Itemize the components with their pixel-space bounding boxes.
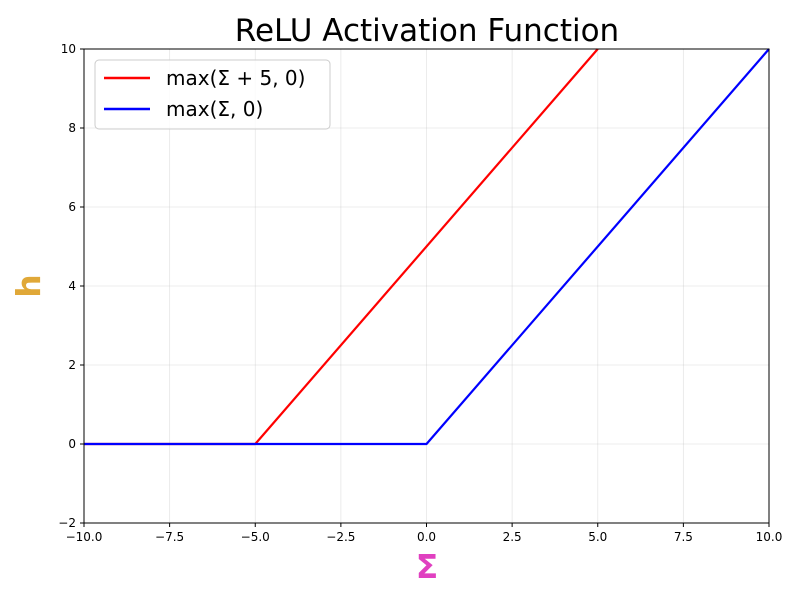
x-tick-label: 7.5 — [674, 530, 693, 544]
legend-box — [94, 59, 331, 130]
x-tick-label: 2.5 — [503, 530, 522, 544]
legend-label-relu: max(Σ, 0) — [166, 97, 263, 121]
x-tick-label: −5.0 — [241, 530, 270, 544]
x-tick-label: 0.0 — [417, 530, 436, 544]
x-tick-label: −7.5 — [155, 530, 184, 544]
y-tick-label: 6 — [68, 200, 76, 214]
y-tick-label: 10 — [61, 42, 76, 56]
x-tick-label: 5.0 — [588, 530, 607, 544]
series-line-1 — [84, 48, 770, 446]
series-lines — [84, 48, 770, 446]
x-tick-label: −10.0 — [66, 530, 103, 544]
y-tick-label: −2 — [58, 516, 76, 530]
y-tick-label: 8 — [68, 121, 76, 135]
y-tick-label: 2 — [68, 358, 76, 372]
x-axis-ticks: −10.0 −7.5 −5.0 −2.5 0.0 2.5 5.0 7.5 10.0 — [66, 523, 783, 544]
y-tick-label: 4 — [68, 279, 76, 293]
x-axis-label: Σ — [416, 547, 439, 586]
x-tick-label: −2.5 — [326, 530, 355, 544]
x-tick-label: 10.0 — [756, 530, 783, 544]
legend-label-shifted: max(Σ + 5, 0) — [166, 66, 305, 90]
legend: max(Σ + 5, 0) max(Σ, 0) — [94, 59, 331, 130]
y-axis-ticks: −2 0 2 4 6 8 10 — [58, 42, 84, 530]
chart-title: ReLU Activation Function — [235, 13, 619, 49]
y-tick-label: 0 — [68, 437, 76, 451]
y-axis-label: h — [9, 274, 48, 298]
